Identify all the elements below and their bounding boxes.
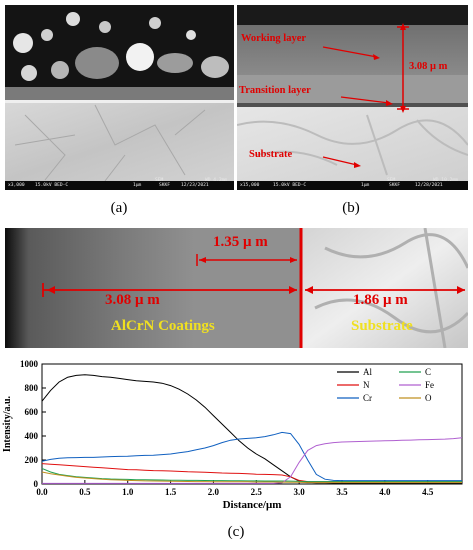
label-alcrn-coatings: AlCrN Coatings <box>111 318 215 334</box>
sem-image-a: x3,000 15.0kV BED-C 1μm SKKF SEM 12/23/2… <box>5 5 234 190</box>
plot-frame <box>41 363 463 485</box>
sem-image-b: x15,000 15.0kV BED-C 1μm SKKF SEM 12/28/… <box>237 5 468 190</box>
legend-label-cr: Cr <box>363 393 372 403</box>
label-1-86-um: 1.86 μ m <box>353 292 408 308</box>
sem-mag: x15,000 <box>240 183 260 188</box>
eds-line-scan-chart: 0 200 400 600 800 1000 0.0 0.5 1.0 1.5 2.0 2.5 3.0 3.… <box>2 359 463 511</box>
sem-mode: SEM <box>155 178 164 183</box>
sem-wd: WD 10.2mm <box>433 178 458 183</box>
sem-mode: SEM <box>387 178 396 183</box>
legend-label-n: N <box>363 380 370 390</box>
label-substrate-c: Substrate <box>351 318 413 334</box>
caption-c: (c) <box>227 524 245 540</box>
sem-date: 12/28/2021 <box>415 183 443 188</box>
sem-info-bar-b: x15,000 15.0kV BED-C 1μm SKKF SEM 12/28/… <box>237 178 468 190</box>
sem-mag: x3,000 <box>8 183 25 188</box>
label-transition-layer: Transition layer <box>239 85 311 96</box>
sem-scale: 1μm <box>133 183 142 188</box>
legend-label-al: Al <box>363 367 372 377</box>
x-tick-label: 3.5 <box>336 487 348 497</box>
x-tick-label: 0.0 <box>36 487 48 497</box>
y-tick-label: 400 <box>25 431 39 441</box>
x-tick-label: 0.5 <box>79 487 91 497</box>
series-line-al <box>41 374 462 484</box>
sem-scale: 1μm <box>361 183 370 188</box>
x-tick-label: 1.0 <box>122 487 134 497</box>
sem-kv: 15.0kV BED-C <box>35 183 69 188</box>
legend-label-o: O <box>425 393 432 403</box>
sem-image-a-graphic <box>5 5 234 182</box>
sem-date: 12/23/2021 <box>181 183 209 188</box>
caption-b: (b) <box>342 200 360 216</box>
x-tick-label: 2.5 <box>251 487 263 497</box>
sem-org: SKKF <box>159 183 171 188</box>
x-tick-label: 3.0 <box>294 487 306 497</box>
sem-info-bar-a: x3,000 15.0kV BED-C 1μm SKKF SEM 12/23/2… <box>5 178 234 190</box>
series-line-o <box>41 471 462 484</box>
x-tick-label: 4.5 <box>422 487 434 497</box>
x-tick-label: 4.0 <box>379 487 391 497</box>
y-tick-label: 800 <box>25 383 39 393</box>
label-substrate: Substrate <box>249 149 293 160</box>
sem-kv: 15.0kV BED-C <box>273 183 307 188</box>
sem-b-annotations <box>322 23 409 168</box>
series-line-fe <box>42 437 463 484</box>
y-tick-label: 1000 <box>20 359 39 369</box>
label-1-35-um: 1.35 μ m <box>213 234 268 250</box>
label-thickness: 3.08 μ m <box>409 61 448 72</box>
legend-label-fe: Fe <box>425 380 434 390</box>
sem-org: SKKF <box>389 183 401 188</box>
label-working-layer: Working layer <box>241 33 307 44</box>
x-tick-label: 2.0 <box>208 487 220 497</box>
series-line-cr <box>41 431 462 482</box>
series-line-c <box>41 467 462 483</box>
sem-image-c-graphic <box>5 228 468 348</box>
caption-a: (a) <box>110 200 128 216</box>
y-tick-label: 0 <box>34 479 39 489</box>
y-tick-label: 200 <box>25 455 39 465</box>
y-tick-label: 600 <box>25 407 39 417</box>
x-axis-label: Distance/μm <box>223 499 282 511</box>
sem-image-c: 1.35 μ m 3.08 μ m 1.86 μ m AlCrN Coating… <box>5 228 468 348</box>
y-axis-label: Intensity/a.u. <box>2 395 13 452</box>
x-tick-label: 1.5 <box>165 487 177 497</box>
sem-wd: WD 4.2mm <box>205 178 228 183</box>
legend-label-c: C <box>425 367 431 377</box>
label-3-08-um: 3.08 μ m <box>105 292 160 308</box>
